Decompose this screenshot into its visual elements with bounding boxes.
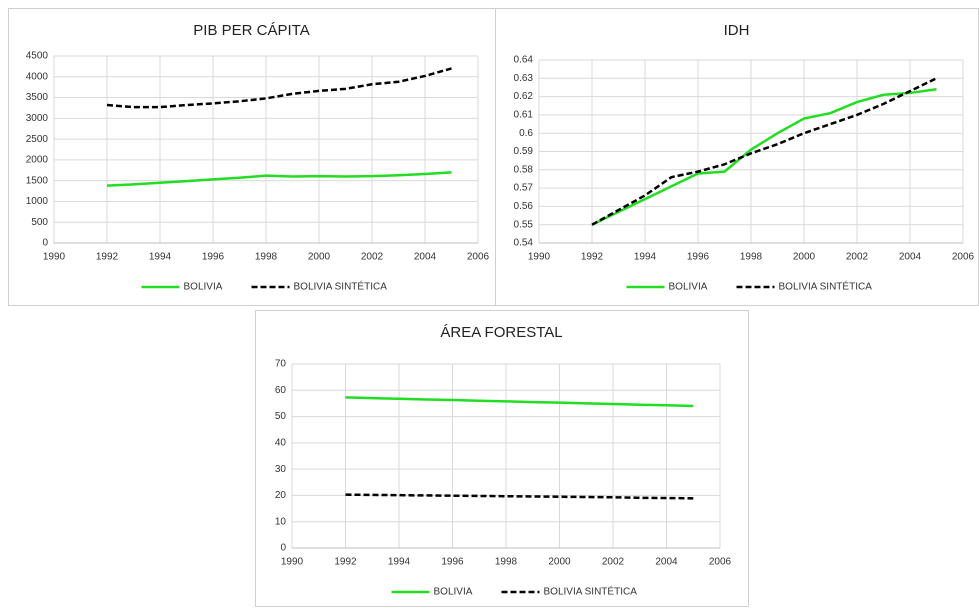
x-tick-label: 1990	[43, 252, 66, 263]
y-tick-label: 40	[275, 437, 287, 448]
legend-label: BOLIVIA	[669, 282, 708, 293]
legend-label: BOLIVIA	[434, 587, 473, 598]
series-line	[591, 77, 938, 226]
x-tick-label: 1990	[528, 252, 551, 263]
y-tick-label: 4500	[26, 51, 49, 62]
panel-border	[8, 8, 496, 306]
y-tick-label: 3000	[26, 113, 49, 124]
y-tick-label: 0.6	[519, 128, 533, 139]
y-tick-label: 0.54	[514, 238, 534, 249]
x-tick-label: 1996	[202, 252, 225, 263]
y-tick-label: 0.63	[514, 73, 534, 84]
legend-label: BOLIVIA	[184, 282, 223, 293]
y-tick-label: 0.56	[514, 201, 534, 212]
x-tick-label: 1994	[634, 252, 657, 263]
legend-label: BOLIVIA SINTÉTICA	[294, 280, 388, 293]
y-tick-label: 30	[275, 464, 287, 475]
y-tick-label: 0.59	[514, 146, 534, 157]
x-tick-label: 2004	[414, 252, 437, 263]
x-tick-label: 1998	[495, 557, 518, 568]
x-tick-label: 2002	[361, 252, 384, 263]
y-tick-label: 2500	[26, 134, 49, 145]
x-tick-label: 1992	[96, 252, 119, 263]
x-tick-label: 2002	[846, 252, 869, 263]
x-tick-label: 1998	[255, 252, 278, 263]
legend-label: BOLIVIA SINTÉTICA	[544, 585, 638, 598]
chart-title: PIB PER CÁPITA	[193, 22, 309, 39]
x-tick-label: 2002	[602, 557, 625, 568]
x-tick-label: 1994	[388, 557, 411, 568]
chart-panel: IDH 0.54 0.55 0.56 0.57 0.58 0.59 0.6 0.61 0.62 0.…	[495, 8, 979, 306]
y-tick-label: 0.61	[514, 110, 534, 121]
x-tick-label: 1996	[687, 252, 710, 263]
x-tick-label: 1992	[581, 252, 604, 263]
y-tick-label: 0	[280, 543, 286, 554]
y-tick-label: 0.55	[514, 219, 534, 230]
x-tick-label: 1996	[441, 557, 464, 568]
x-tick-label: 2000	[793, 252, 816, 263]
chart-panel: PIB PER CÁPITA 0 500 1000 1500 2000 2500 3000 35…	[8, 8, 496, 306]
y-tick-label: 70	[275, 359, 287, 370]
x-tick-label: 2000	[308, 252, 331, 263]
y-tick-label: 2000	[26, 155, 49, 166]
y-tick-label: 0.57	[514, 183, 534, 194]
y-tick-label: 500	[31, 217, 48, 228]
y-tick-label: 4000	[26, 71, 49, 82]
x-tick-label: 2006	[952, 252, 975, 263]
series-line	[345, 396, 694, 408]
chart-title: IDH	[724, 22, 750, 39]
y-tick-label: 0.64	[514, 55, 534, 66]
series-line	[106, 171, 452, 187]
y-tick-label: 20	[275, 490, 287, 501]
x-tick-label: 2006	[709, 557, 732, 568]
y-tick-label: 1500	[26, 175, 49, 186]
y-tick-label: 0.62	[514, 91, 534, 102]
x-tick-label: 1998	[740, 252, 763, 263]
x-tick-label: 2004	[655, 557, 678, 568]
chart-title: ÁREA FORESTAL	[440, 324, 562, 341]
x-tick-label: 2006	[467, 252, 490, 263]
y-tick-label: 50	[275, 411, 287, 422]
y-tick-label: 3500	[26, 92, 49, 103]
chart-panel: ÁREA FORESTAL 0 10 20 30 40 50 60 70 1990 1992 1994…	[255, 310, 749, 607]
y-tick-label: 1000	[26, 196, 49, 207]
panel-border	[495, 8, 979, 306]
x-tick-label: 2000	[548, 557, 571, 568]
x-tick-label: 2004	[899, 252, 922, 263]
y-tick-label: 0	[42, 238, 48, 249]
x-tick-label: 1994	[149, 252, 172, 263]
y-tick-label: 0.58	[514, 164, 534, 175]
x-tick-label: 1992	[334, 557, 357, 568]
legend-label: BOLIVIA SINTÉTICA	[779, 280, 873, 293]
y-tick-label: 60	[275, 385, 287, 396]
y-tick-label: 10	[275, 516, 287, 527]
series-line	[106, 67, 452, 109]
series-line	[591, 88, 937, 226]
series-line	[345, 493, 694, 500]
x-tick-label: 1990	[281, 557, 304, 568]
